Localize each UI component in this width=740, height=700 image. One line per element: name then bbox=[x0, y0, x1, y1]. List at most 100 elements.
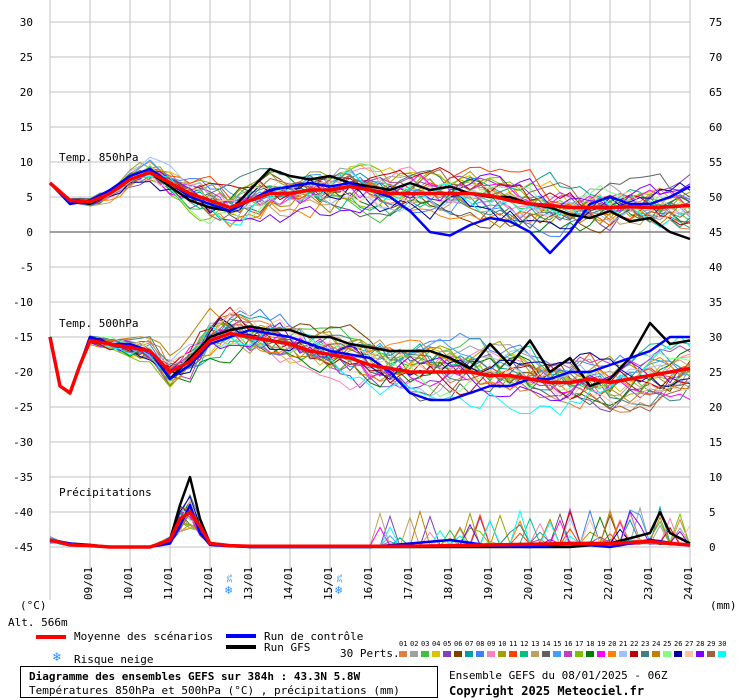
legend-snow-label: Risque neige bbox=[74, 653, 154, 666]
pert-number: 15 bbox=[553, 640, 562, 648]
pert-number: 17 bbox=[575, 640, 584, 648]
pert-number: 28 bbox=[696, 640, 705, 648]
pert-number: 30 bbox=[718, 640, 727, 648]
left-tick-label: -35 bbox=[13, 471, 33, 484]
pert-number: 13 bbox=[531, 640, 540, 648]
left-tick-label: 15 bbox=[20, 121, 33, 134]
pert-number: 22 bbox=[630, 640, 639, 648]
pert-color-swatch bbox=[542, 651, 550, 657]
pert-number: 24 bbox=[652, 640, 661, 648]
left-tick-label: -25 bbox=[13, 401, 33, 414]
pert-color-swatch bbox=[608, 651, 616, 657]
pert-number: 20 bbox=[608, 640, 617, 648]
legend-control-label: Run de contrôle bbox=[264, 630, 364, 643]
pert-number: 02 bbox=[410, 640, 419, 648]
pert-color-swatch bbox=[465, 651, 473, 657]
pert-number: 29 bbox=[707, 640, 716, 648]
chart-subtitle: Températures 850hPa et 500hPa (°C) , pré… bbox=[29, 684, 400, 697]
snow-risk-marks: 3%❄3%❄ bbox=[225, 574, 344, 597]
snow-risk-percent: 3% bbox=[336, 574, 344, 583]
perturbation-line bbox=[49, 156, 691, 223]
pert-color-swatch bbox=[553, 651, 561, 657]
pert-color-swatch bbox=[652, 651, 660, 657]
legend-perts-label: 30 Perts. bbox=[340, 647, 400, 660]
left-tick-label: -15 bbox=[13, 331, 33, 344]
left-tick-label: -5 bbox=[20, 261, 33, 274]
left-tick-label: 0 bbox=[26, 226, 33, 239]
perturbation-line bbox=[49, 324, 691, 416]
pert-number: 04 bbox=[432, 640, 441, 648]
pert-color-swatch bbox=[498, 651, 506, 657]
right-tick-label: 45 bbox=[709, 226, 722, 239]
perturbation-line bbox=[49, 169, 691, 229]
perturbation-line bbox=[49, 327, 691, 401]
perturbation-line bbox=[49, 329, 691, 396]
pert-number: 08 bbox=[476, 640, 485, 648]
pert-color-swatch bbox=[476, 651, 484, 657]
pert-color-swatch bbox=[707, 651, 715, 657]
pert-color-swatch bbox=[663, 651, 671, 657]
title-box: Diagramme des ensembles GEFS sur 384h : … bbox=[20, 666, 438, 698]
right-tick-label: 0 bbox=[709, 541, 716, 554]
legend-control-swatch bbox=[226, 634, 256, 638]
pert-color-swatch bbox=[564, 651, 572, 657]
legend-mean-label: Moyenne des scénarios bbox=[74, 630, 214, 643]
pert-number: 21 bbox=[619, 640, 628, 648]
pert-number: 27 bbox=[685, 640, 694, 648]
right-tick-label: 15 bbox=[709, 436, 722, 449]
x-tick-label: 18/01 bbox=[442, 567, 455, 600]
x-tick-label: 21/01 bbox=[562, 567, 575, 600]
main-series-lines bbox=[48, 167, 691, 549]
gefs-ensemble-chart: 302520151050-5-10-15-20-25-30-35-40-4575… bbox=[13, 0, 737, 612]
right-tick-label: 20 bbox=[709, 401, 722, 414]
pert-color-swatch bbox=[509, 651, 517, 657]
snow-risk-percent: 3% bbox=[226, 574, 234, 583]
x-tick-label: 14/01 bbox=[282, 567, 295, 600]
snowflake-icon: ❄ bbox=[225, 583, 232, 597]
grid bbox=[49, 0, 691, 600]
left-tick-label: 30 bbox=[20, 16, 33, 29]
pert-color-swatch bbox=[586, 651, 594, 657]
snowflake-icon: ❄ bbox=[53, 650, 61, 665]
altitude-label: Alt. 566m bbox=[8, 616, 68, 629]
pert-color-swatch bbox=[696, 651, 704, 657]
pert-number: 05 bbox=[443, 640, 452, 648]
left-tick-label: -20 bbox=[13, 366, 33, 379]
pert-color-swatch bbox=[399, 651, 407, 657]
chart-title: Diagramme des ensembles GEFS sur 384h : … bbox=[29, 670, 361, 683]
panel-label-t850: Temp. 850hPa bbox=[59, 151, 138, 164]
copyright: Copyright 2025 Meteociel.fr bbox=[449, 684, 645, 698]
pert-number: 19 bbox=[597, 640, 606, 648]
right-tick-label: 35 bbox=[709, 296, 722, 309]
x-tick-label: 20/01 bbox=[522, 567, 535, 600]
x-tick-label: 10/01 bbox=[122, 567, 135, 600]
x-tick-label: 12/01 bbox=[202, 567, 215, 600]
right-tick-label: 50 bbox=[709, 191, 722, 204]
panel-label-precip: Précipitations bbox=[59, 486, 152, 499]
left-tick-label: 20 bbox=[20, 86, 33, 99]
right-tick-label: 10 bbox=[709, 471, 722, 484]
x-tick-label: 23/01 bbox=[642, 567, 655, 600]
pert-number: 25 bbox=[663, 640, 672, 648]
left-tick-label: -30 bbox=[13, 436, 33, 449]
x-tick-label: 16/01 bbox=[362, 567, 375, 600]
pert-number: 09 bbox=[487, 640, 496, 648]
pert-color-swatch bbox=[718, 651, 726, 657]
panel-label-t500: Temp. 500hPa bbox=[59, 317, 138, 330]
axes: 302520151050-5-10-15-20-25-30-35-40-4575… bbox=[13, 16, 722, 600]
pert-color-swatch bbox=[443, 651, 451, 657]
snowflake-icon: ❄ bbox=[335, 583, 342, 597]
pert-color-swatch bbox=[520, 651, 528, 657]
pert-number: 11 bbox=[509, 640, 518, 648]
right-tick-label: 65 bbox=[709, 86, 722, 99]
legend-mean-swatch bbox=[36, 635, 66, 639]
series-line-precip bbox=[49, 510, 691, 549]
left-tick-label: -40 bbox=[13, 506, 33, 519]
pert-number: 06 bbox=[454, 640, 463, 648]
pert-number: 10 bbox=[498, 640, 507, 648]
left-tick-label: 5 bbox=[26, 191, 33, 204]
pert-color-swatch bbox=[531, 651, 539, 657]
pert-color-swatch bbox=[597, 651, 605, 657]
x-tick-label: 22/01 bbox=[602, 567, 615, 600]
pert-color-swatch bbox=[674, 651, 682, 657]
